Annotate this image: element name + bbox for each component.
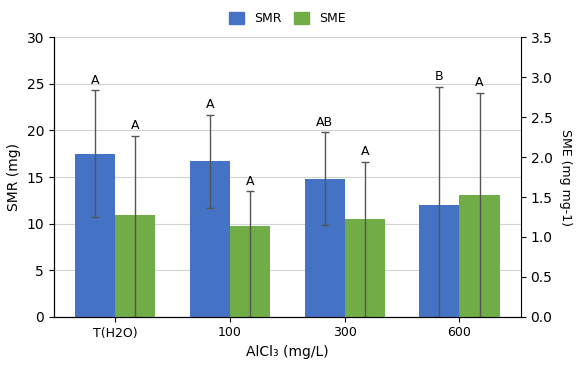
Text: A: A — [475, 76, 484, 90]
Bar — [75, 154, 115, 317]
Bar — [345, 219, 385, 317]
Text: AB: AB — [316, 116, 334, 128]
Text: A: A — [246, 175, 254, 188]
Legend: SMR, SME: SMR, SME — [224, 7, 351, 30]
Bar — [419, 205, 460, 317]
Bar — [115, 215, 155, 317]
Text: A: A — [206, 98, 214, 111]
Bar — [190, 161, 230, 317]
Bar — [460, 195, 500, 317]
Text: A: A — [131, 119, 140, 132]
Text: B: B — [435, 70, 444, 83]
Bar — [305, 179, 345, 317]
Bar — [230, 226, 270, 317]
X-axis label: AlCl₃ (mg/L): AlCl₃ (mg/L) — [246, 345, 329, 359]
Y-axis label: SMR (mg): SMR (mg) — [7, 143, 21, 211]
Y-axis label: SME (mg mg-1): SME (mg mg-1) — [559, 128, 572, 225]
Text: A: A — [91, 74, 100, 87]
Text: A: A — [361, 145, 369, 158]
